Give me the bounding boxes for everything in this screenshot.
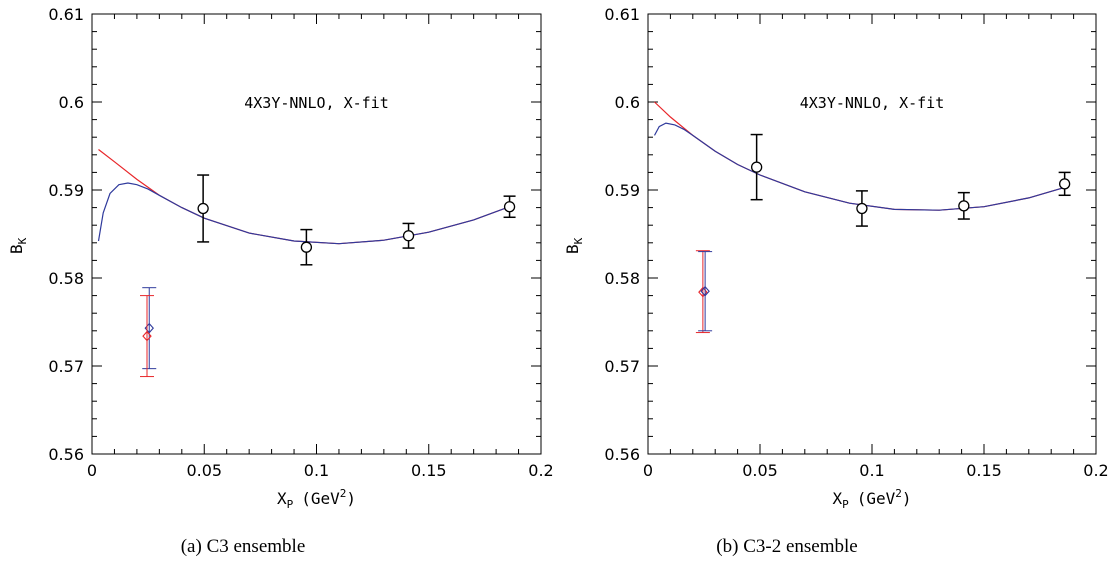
x-tick-label: 0.2 (528, 461, 553, 480)
x-axis-label-main: X (832, 489, 842, 508)
y-axis-label: BK (563, 237, 585, 254)
x-axis-label-sup: 2 (895, 487, 902, 500)
y-tick-label: 0.59 (604, 181, 640, 200)
x-axis-label-sub: P (842, 498, 849, 511)
y-tick-label: 0.56 (48, 445, 84, 464)
plot-frame (648, 14, 1096, 454)
y-axis-label-sub: K (16, 237, 29, 244)
caption-c3-2: (b) C3-2 ensemble (637, 536, 937, 558)
y-axis-label-main: B (7, 244, 26, 254)
x-tick-label: 0.1 (304, 461, 329, 480)
data-point (505, 202, 515, 212)
x-axis-label: XP (GeV2) (277, 487, 356, 511)
y-tick-label: 0.61 (48, 5, 84, 24)
x-tick-label: 0.15 (966, 461, 1002, 480)
x-axis-label-close: ) (902, 489, 912, 508)
x-tick-label: 0.15 (411, 461, 447, 480)
x-tick-label: 0 (87, 461, 97, 480)
x-axis-label-main: X (277, 489, 287, 508)
data-point (857, 203, 867, 213)
y-axis-label-main: B (563, 244, 582, 254)
caption-c3: (a) C3 ensemble (93, 536, 393, 558)
y-tick-label: 0.57 (604, 357, 640, 376)
data-point (752, 162, 762, 172)
fit-curve-blue (99, 183, 510, 244)
x-tick-label: 0 (643, 461, 653, 480)
fit-curve-blue (655, 123, 1065, 210)
data-point (959, 201, 969, 211)
data-point (301, 242, 311, 252)
x-axis-label-sup: 2 (340, 487, 347, 500)
y-axis-label-sub: K (572, 237, 585, 244)
panel-2: 0 0.05 0.1 0.15 0.2 0.56 0.57 0.58 0.59 0.6 0.61 4X… (563, 5, 1109, 511)
data-point (404, 231, 414, 241)
x-axis-label-unit: (GeV (301, 489, 340, 508)
y-tick-label: 0.58 (604, 269, 640, 288)
x-tick-label: 0.1 (859, 461, 884, 480)
y-tick-label: 0.59 (48, 181, 84, 200)
x-axis-label-unit: (GeV (857, 489, 896, 508)
fit-curve-red (655, 102, 1065, 210)
plot-annotation: 4X3Y-NNLO, X-fit (244, 94, 389, 112)
plot-annotation: 4X3Y-NNLO, X-fit (800, 94, 945, 112)
y-axis-label: BK (7, 237, 29, 254)
y-tick-label: 0.56 (604, 445, 640, 464)
y-tick-label: 0.61 (604, 5, 640, 24)
panel-1: 0 0.05 0.1 0.15 0.2 0.56 0.57 0.58 0.59 0.6 0.61 4X… (7, 5, 554, 511)
y-tick-label: 0.6 (615, 93, 640, 112)
y-tick-label: 0.57 (48, 357, 84, 376)
data-point (1060, 179, 1070, 189)
x-axis-label: XP (GeV2) (832, 487, 911, 511)
x-axis-label-close: ) (346, 489, 356, 508)
data-point (198, 203, 208, 213)
x-tick-label: 0.05 (742, 461, 778, 480)
y-tick-label: 0.58 (48, 269, 84, 288)
x-axis-label-sub: P (287, 498, 294, 511)
x-tick-label: 0.05 (186, 461, 222, 480)
y-tick-label: 0.6 (59, 93, 84, 112)
plot-frame (92, 14, 541, 454)
x-tick-label: 0.2 (1083, 461, 1108, 480)
